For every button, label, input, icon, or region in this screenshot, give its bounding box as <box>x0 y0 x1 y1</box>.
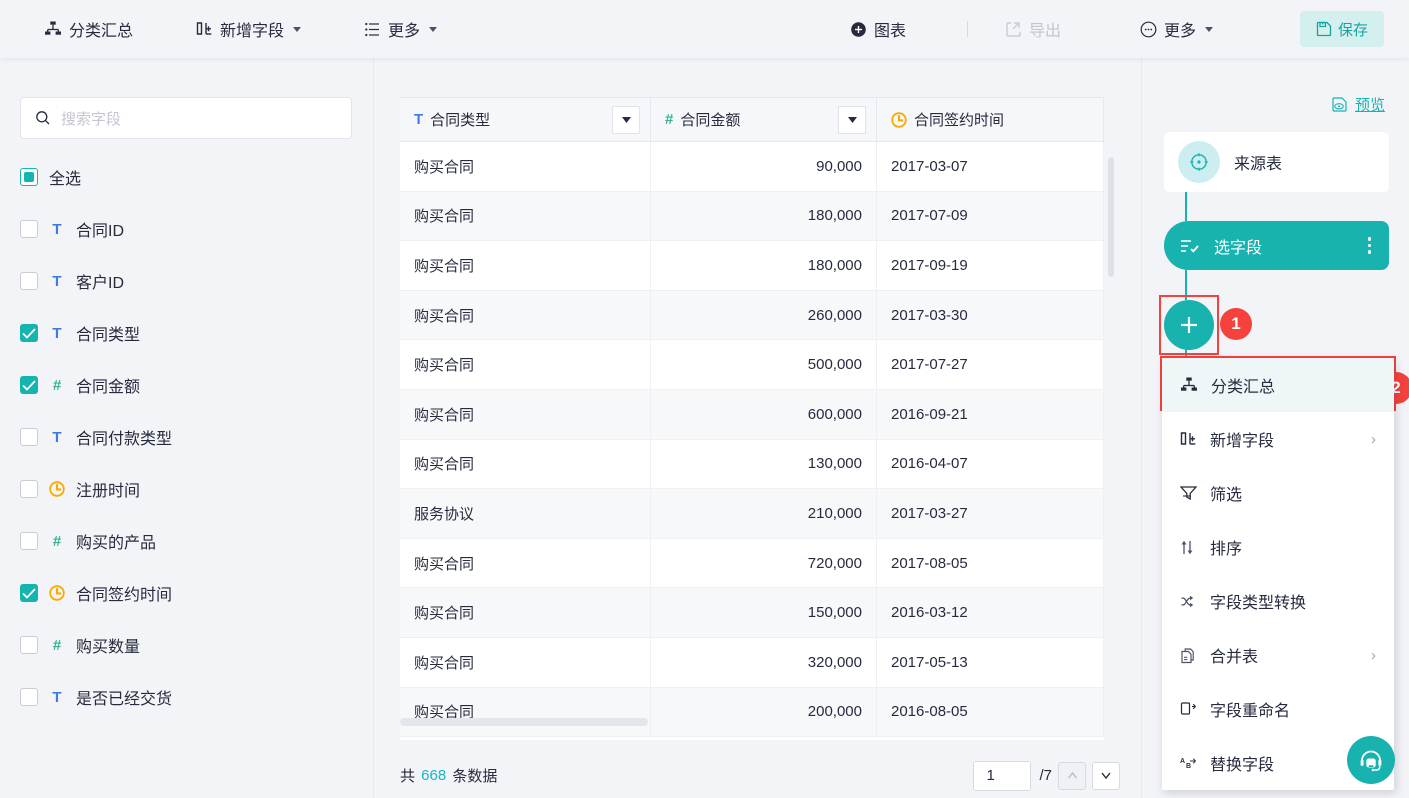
svg-text:B: B <box>1186 763 1191 770</box>
svg-text:A: A <box>1180 758 1185 765</box>
